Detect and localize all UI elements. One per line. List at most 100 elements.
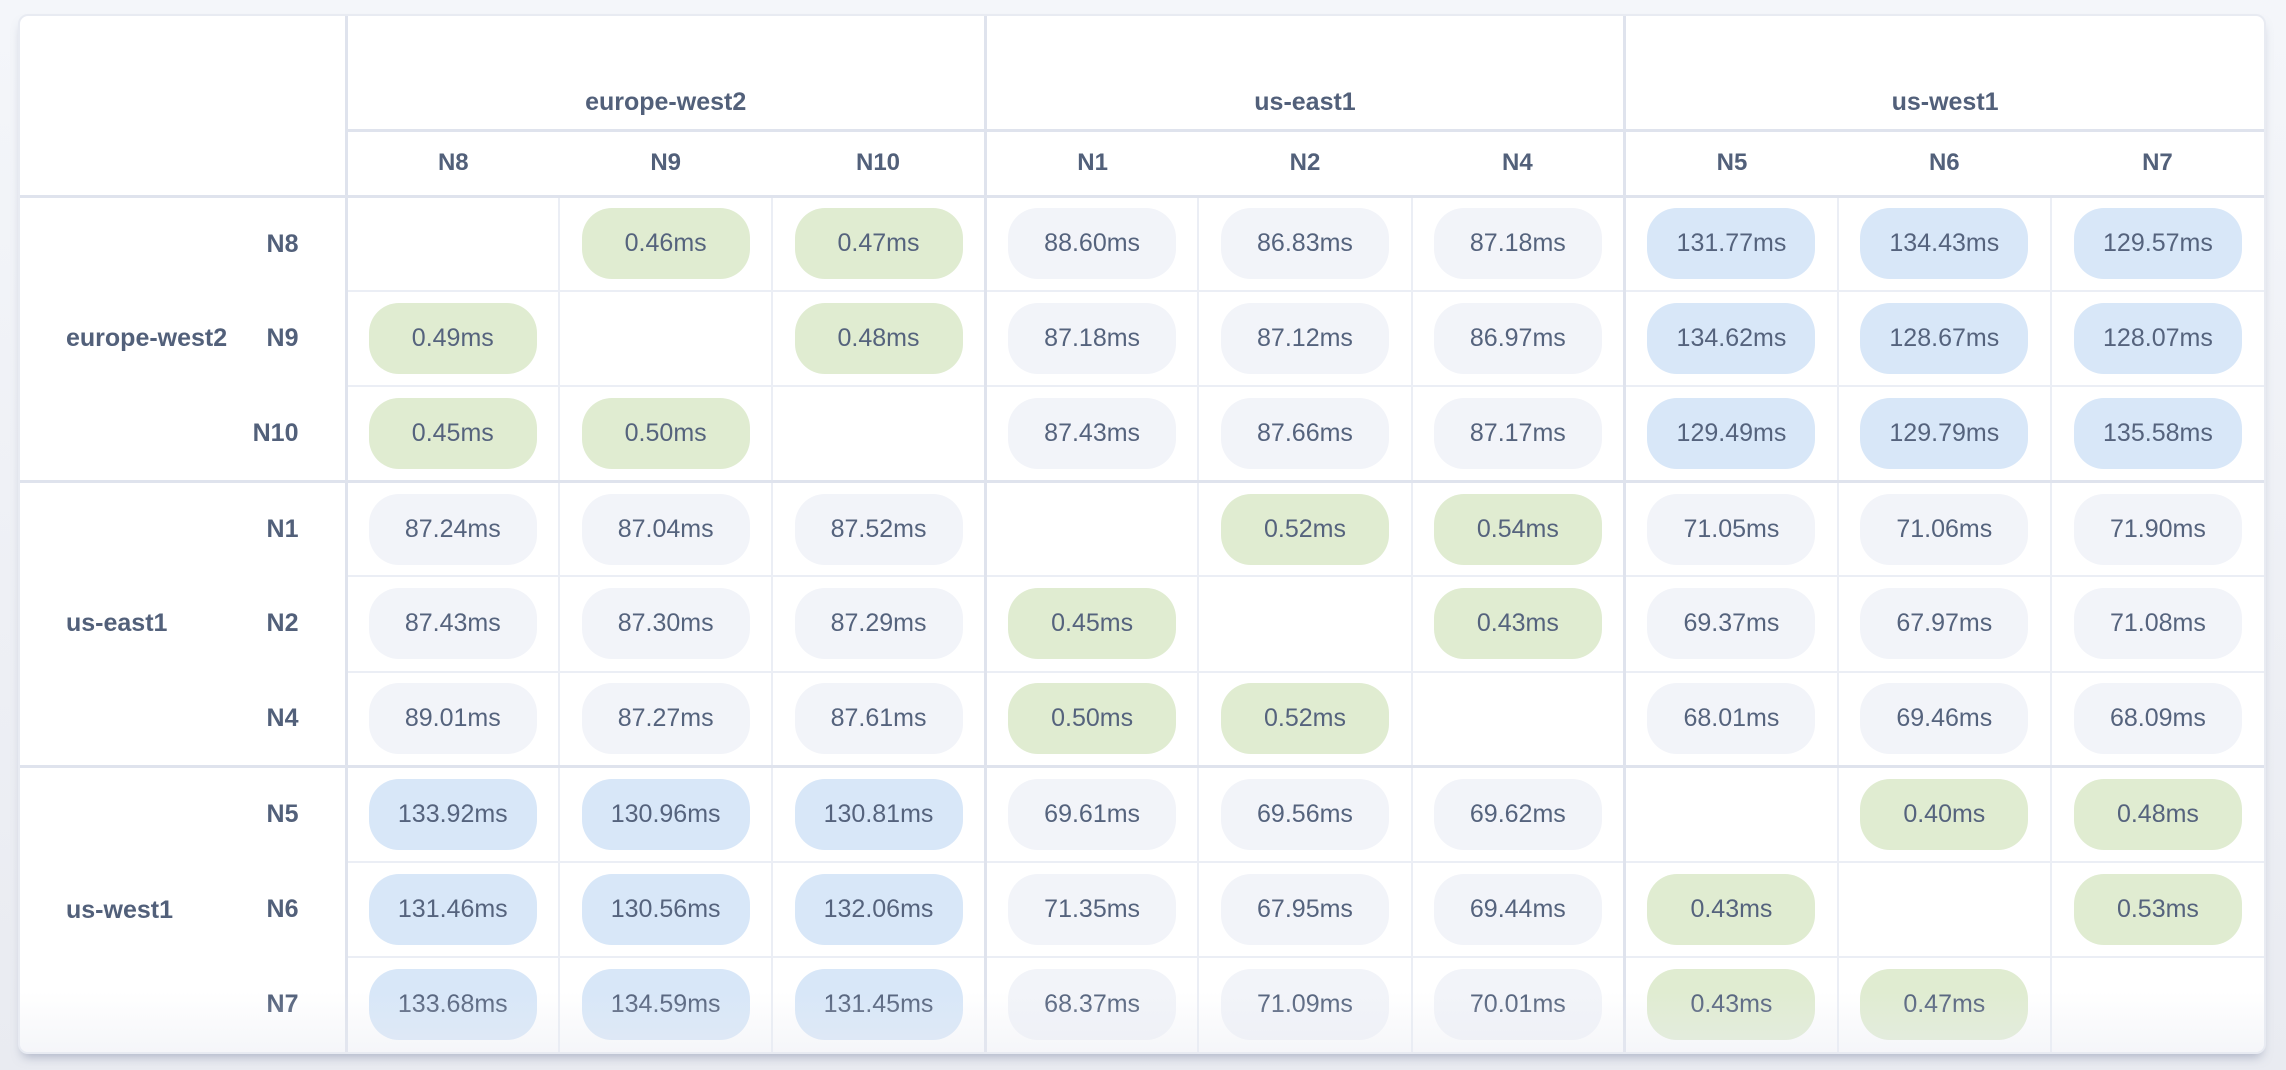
latency-value-badge: 0.43ms bbox=[1647, 873, 1816, 945]
latency-cell: 71.05ms bbox=[1623, 479, 1838, 577]
latency-cell: 133.92ms bbox=[344, 765, 560, 862]
latency-cell: 69.62ms bbox=[1410, 765, 1625, 862]
matrix-corner-cell bbox=[20, 16, 348, 198]
matrix-row: N9 0.49ms 0.48ms 87.18ms 87.12ms 86.97ms 134.6… bbox=[20, 290, 2264, 387]
matrix-row: N4 89.01ms 87.27ms 87.61ms 0.50ms 0.52ms 68.01… bbox=[20, 670, 2264, 767]
column-group-region-label: us-east1 bbox=[983, 16, 1625, 132]
latency-value-badge: 129.49ms bbox=[1647, 398, 1816, 470]
column-group-region-label: us-west1 bbox=[1623, 16, 2264, 132]
latency-cell: 131.46ms bbox=[344, 860, 560, 957]
self-latency-cell bbox=[558, 290, 773, 387]
latency-value-badge: 0.43ms bbox=[1647, 969, 1816, 1041]
latency-cell: 67.95ms bbox=[1197, 860, 1412, 957]
latency-cell: 87.27ms bbox=[558, 670, 773, 767]
latency-cell: 87.18ms bbox=[983, 290, 1199, 387]
self-latency-cell bbox=[344, 196, 560, 292]
latency-value-badge: 69.46ms bbox=[1860, 683, 2029, 755]
latency-value-badge: 0.43ms bbox=[1433, 588, 1602, 660]
latency-cell: 134.62ms bbox=[1623, 290, 1838, 387]
latency-value-badge: 71.08ms bbox=[2073, 588, 2242, 660]
latency-value-badge: 128.07ms bbox=[2073, 303, 2242, 375]
column-node-label: N10 bbox=[772, 130, 986, 198]
latency-value-badge: 70.01ms bbox=[1433, 969, 1602, 1041]
row-node-label: N4 bbox=[266, 703, 299, 732]
latency-value-badge: 67.97ms bbox=[1860, 588, 2029, 660]
column-node-label: N8 bbox=[346, 130, 560, 198]
latency-value-badge: 69.56ms bbox=[1220, 778, 1389, 850]
latency-cell: 0.47ms bbox=[771, 196, 986, 292]
latency-cell: 134.59ms bbox=[558, 955, 773, 1052]
latency-value-badge: 0.48ms bbox=[794, 303, 963, 375]
matrix-row: us-east1 N1 87.24ms 87.04ms 87.52ms 0.52ms 0.5… bbox=[20, 479, 2264, 767]
matrix-row: N7 133.68ms 134.59ms 131.45ms 68.37ms 71.09ms… bbox=[20, 955, 2264, 1052]
latency-cell: 0.43ms bbox=[1623, 860, 1838, 957]
latency-value-badge: 87.61ms bbox=[794, 683, 963, 755]
row-group-region-label: europe-west2 bbox=[66, 324, 228, 353]
row-node-label: N9 bbox=[266, 324, 299, 353]
latency-value-badge: 68.37ms bbox=[1008, 969, 1177, 1041]
latency-value-badge: 0.53ms bbox=[2073, 873, 2242, 945]
latency-value-badge: 87.66ms bbox=[1220, 398, 1389, 470]
latency-cell: 131.77ms bbox=[1623, 196, 1838, 292]
latency-cell: 69.56ms bbox=[1197, 765, 1412, 862]
matrix-row: N6 131.46ms 130.56ms 132.06ms 71.35ms 67.95ms… bbox=[20, 860, 2264, 957]
latency-cell: 71.08ms bbox=[2049, 575, 2264, 672]
latency-value-badge: 87.12ms bbox=[1220, 303, 1389, 375]
latency-value-badge: 0.45ms bbox=[368, 398, 537, 470]
latency-value-badge: 134.59ms bbox=[581, 969, 750, 1041]
latency-cell: 135.58ms bbox=[2049, 385, 2264, 482]
self-latency-cell bbox=[771, 385, 986, 482]
latency-value-badge: 71.05ms bbox=[1647, 493, 1816, 565]
latency-value-badge: 0.52ms bbox=[1220, 493, 1389, 565]
latency-value-badge: 69.37ms bbox=[1647, 588, 1816, 660]
matrix-row: N10 0.45ms 0.50ms 87.43ms 87.66ms 87.17ms 129.… bbox=[20, 385, 2264, 482]
latency-value-badge: 69.44ms bbox=[1433, 873, 1602, 945]
latency-value-badge: 88.60ms bbox=[1008, 208, 1177, 280]
latency-cell: 0.46ms bbox=[558, 196, 773, 292]
latency-cell: 129.49ms bbox=[1623, 385, 1838, 482]
latency-cell: 0.45ms bbox=[983, 575, 1199, 672]
latency-cell: 0.47ms bbox=[1836, 955, 2051, 1052]
matrix-row: europe-west2 N8 0.46ms 0.47ms 88.60ms 86.83ms… bbox=[20, 196, 2264, 352]
latency-cell: 87.17ms bbox=[1410, 385, 1625, 482]
latency-cell: 133.68ms bbox=[344, 955, 560, 1052]
latency-cell: 0.49ms bbox=[344, 290, 560, 387]
latency-value-badge: 129.79ms bbox=[1860, 398, 2029, 470]
latency-value-badge: 0.49ms bbox=[368, 303, 537, 375]
latency-value-badge: 69.62ms bbox=[1433, 778, 1602, 850]
latency-matrix-table: europe-west2 us-east1 us-west1 N8 N9 N10 N1 N2 N… bbox=[20, 16, 2264, 1052]
latency-value-badge: 0.52ms bbox=[1220, 683, 1389, 755]
self-latency-cell bbox=[2049, 955, 2264, 1052]
column-node-label: N2 bbox=[1198, 130, 1412, 198]
latency-cell: 71.06ms bbox=[1836, 479, 2051, 577]
latency-value-badge: 68.01ms bbox=[1647, 683, 1816, 755]
latency-cell: 69.61ms bbox=[983, 765, 1199, 862]
latency-value-badge: 134.43ms bbox=[1860, 208, 2029, 280]
latency-cell: 71.35ms bbox=[983, 860, 1199, 957]
latency-value-badge: 130.96ms bbox=[581, 778, 750, 850]
latency-cell: 70.01ms bbox=[1410, 955, 1625, 1052]
latency-cell: 130.96ms bbox=[558, 765, 773, 862]
latency-cell: 71.09ms bbox=[1197, 955, 1412, 1052]
latency-cell: 0.52ms bbox=[1197, 479, 1412, 577]
latency-value-badge: 131.45ms bbox=[794, 969, 963, 1041]
latency-cell: 0.50ms bbox=[558, 385, 773, 482]
latency-value-badge: 87.29ms bbox=[794, 588, 963, 660]
latency-value-badge: 0.40ms bbox=[1860, 778, 2029, 850]
latency-cell: 0.54ms bbox=[1410, 479, 1625, 577]
matrix-row: N2 87.43ms 87.30ms 87.29ms 0.45ms 0.43ms 69.37… bbox=[20, 575, 2264, 672]
latency-matrix-card: europe-west2 us-east1 us-west1 N8 N9 N10 N1 N2 N… bbox=[18, 14, 2266, 1054]
latency-value-badge: 131.46ms bbox=[368, 873, 537, 945]
row-node-label: N6 bbox=[266, 894, 299, 923]
column-node-label: N9 bbox=[559, 130, 773, 198]
latency-value-badge: 0.50ms bbox=[1008, 683, 1177, 755]
latency-value-badge: 87.24ms bbox=[368, 493, 537, 565]
latency-value-badge: 86.97ms bbox=[1433, 303, 1602, 375]
latency-value-badge: 71.09ms bbox=[1220, 969, 1389, 1041]
latency-cell: 86.83ms bbox=[1197, 196, 1412, 292]
latency-value-badge: 87.52ms bbox=[794, 493, 963, 565]
latency-value-badge: 0.47ms bbox=[1860, 969, 2029, 1041]
latency-cell: 130.56ms bbox=[558, 860, 773, 957]
column-node-label: N5 bbox=[1623, 130, 1838, 198]
